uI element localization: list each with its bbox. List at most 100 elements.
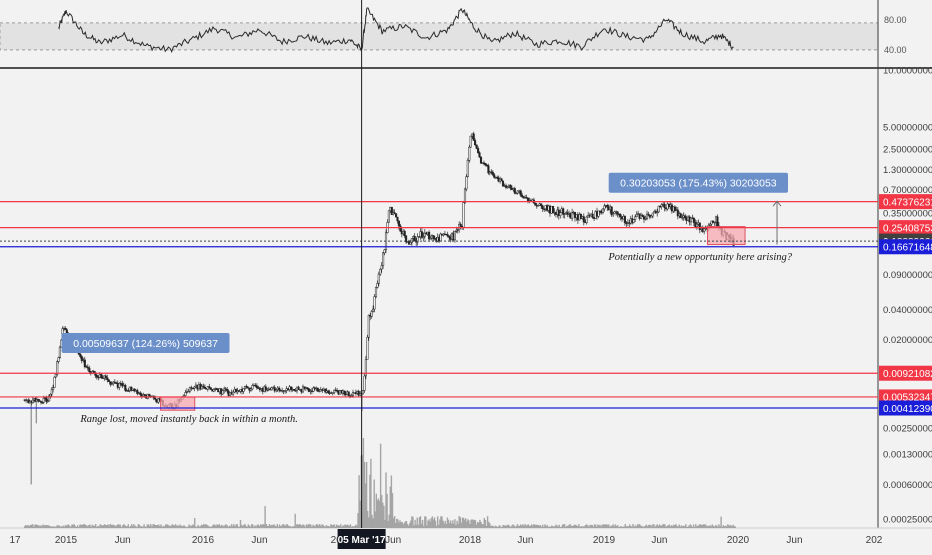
annotation-text[interactable]: Range lost, moved instantly back in with… — [79, 414, 298, 425]
candle-body — [475, 144, 478, 149]
volume-bar — [416, 517, 418, 528]
candle-body — [275, 389, 278, 392]
volume-bar — [597, 524, 599, 528]
price-level-label: 0.25408753 — [879, 220, 932, 236]
candle-body — [361, 390, 365, 395]
volume-bar — [214, 524, 216, 528]
candle — [37, 398, 40, 403]
price-tick-label: 0.02000000 — [883, 335, 932, 346]
candle — [537, 204, 540, 207]
volume-bar — [696, 526, 698, 528]
volume-bar — [323, 526, 325, 528]
volume-bar — [63, 526, 65, 528]
volume-bar — [191, 524, 194, 528]
volume-bar — [388, 514, 390, 528]
volume-bar — [117, 524, 119, 528]
volume-bar — [168, 525, 170, 528]
volume-bar — [612, 524, 614, 528]
volume-bar — [534, 524, 536, 528]
candle — [312, 386, 315, 393]
candle — [297, 385, 300, 390]
volume-bar — [30, 524, 32, 528]
volume-bar — [404, 521, 407, 528]
volume-bar — [261, 524, 263, 528]
volume-bar — [124, 525, 126, 528]
volume-bar — [223, 526, 225, 528]
measure-label-background — [608, 172, 788, 193]
candle-body — [139, 392, 142, 395]
volume-bar — [131, 524, 133, 528]
volume-bar — [629, 524, 631, 528]
volume-bar — [405, 521, 408, 528]
candle — [290, 386, 293, 393]
volume-bar — [167, 524, 169, 528]
volume-bar — [210, 526, 213, 528]
candle — [88, 365, 91, 374]
candle — [416, 233, 419, 246]
volume-bar — [342, 525, 344, 528]
time-tick-label: Jun — [385, 535, 401, 546]
candle-body — [563, 213, 566, 215]
volume-bar — [251, 524, 253, 528]
candle-body — [80, 356, 83, 361]
candle — [673, 205, 676, 213]
range-box[interactable] — [707, 226, 746, 246]
price-tick-label: 5.00000000 — [883, 123, 932, 134]
candle-body — [459, 223, 462, 227]
volume-bar — [733, 526, 735, 528]
candle — [49, 393, 52, 399]
volume-bar — [120, 527, 123, 528]
candle-body — [292, 389, 296, 391]
volume-bar — [159, 526, 161, 528]
volume-bar — [550, 525, 553, 528]
volume-bar — [644, 526, 646, 528]
volume-bar — [643, 526, 645, 528]
volume-bar — [73, 524, 75, 528]
volume-bar — [641, 526, 643, 528]
candle-body — [537, 205, 540, 207]
volume-bar — [418, 517, 421, 528]
volume-bar — [368, 517, 370, 528]
volume-bar — [713, 526, 716, 528]
volume-bar — [580, 526, 582, 528]
volume-bar — [489, 523, 491, 528]
volume-bar — [248, 525, 251, 528]
volume-bar — [732, 524, 734, 528]
candle-body — [206, 386, 209, 390]
volume-bar — [181, 526, 184, 528]
price-level-label-background — [879, 400, 932, 416]
volume-bar — [513, 525, 515, 528]
price-tick-label: 0.00250000 — [883, 423, 932, 434]
price-level-label-text: 0.16671648 — [883, 243, 932, 254]
volume-bar — [72, 524, 74, 528]
volume-bar — [676, 525, 678, 528]
time-tick-label: 2015 — [55, 535, 78, 546]
candle — [379, 268, 382, 276]
candle-body — [395, 213, 398, 218]
volume-bar — [570, 525, 572, 528]
volume-bar — [678, 524, 680, 528]
volume-bar — [128, 527, 131, 528]
volume-bar — [699, 524, 701, 528]
volume-bar — [718, 524, 720, 528]
volume-bar — [689, 524, 691, 528]
volume-bar — [161, 526, 163, 528]
volume-bar — [294, 513, 296, 528]
volume-bar — [195, 526, 197, 528]
measure-label[interactable]: 0.30203053 (175.43%) 30203053 — [608, 172, 788, 193]
volume-bar — [135, 526, 137, 528]
volume-bar — [183, 525, 186, 528]
candle — [193, 386, 196, 392]
measure-arrow[interactable] — [772, 200, 782, 245]
annotation-text[interactable]: Potentially a new opportunity here arisi… — [607, 252, 792, 263]
measure-label[interactable]: 0.00509637 (124.26%) 509637 — [61, 333, 230, 353]
candle — [86, 364, 89, 371]
candle — [642, 214, 646, 223]
volume-bar — [532, 525, 534, 528]
candle — [370, 309, 373, 319]
volume-bar — [258, 526, 261, 528]
volume-bar — [197, 524, 199, 528]
volume-bar — [635, 526, 637, 528]
